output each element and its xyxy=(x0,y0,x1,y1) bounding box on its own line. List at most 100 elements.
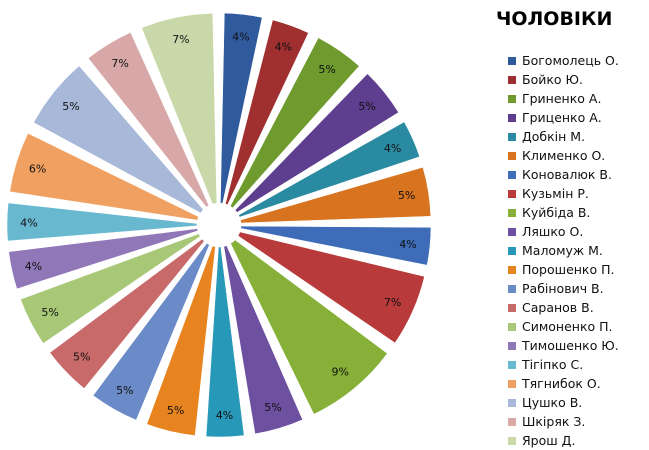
pie-slice xyxy=(49,238,205,389)
legend-label: Коновалюк В. xyxy=(522,167,612,182)
pie-data-label: 4% xyxy=(384,142,401,155)
legend-swatch xyxy=(508,114,516,122)
pie-data-label: 6% xyxy=(29,162,46,175)
legend-item: Маломуж М. xyxy=(508,241,619,260)
pie-slice xyxy=(220,12,263,204)
pie-data-label: 5% xyxy=(167,404,184,417)
pie-data-label: 4% xyxy=(275,40,292,53)
legend-item: Гриценко А. xyxy=(508,108,619,127)
legend-swatch xyxy=(508,209,516,217)
legend-label: Тігіпко С. xyxy=(522,357,584,372)
pie-slice xyxy=(237,231,425,344)
legend-label: Клименко О. xyxy=(522,148,606,163)
pie-data-label: 5% xyxy=(318,63,335,76)
legend-label: Гриценко А. xyxy=(522,110,602,125)
legend-item: Богомолець О. xyxy=(508,51,619,70)
legend-label: Цушко В. xyxy=(522,395,583,410)
legend-label: Тимошенко Ю. xyxy=(522,338,619,353)
legend-label: Бойко Ю. xyxy=(522,72,583,87)
chart-legend: Богомолець О. Бойко Ю. Гриненко А. Гриценко… xyxy=(508,51,619,450)
legend-label: Саранов В. xyxy=(522,300,594,315)
pie-slices xyxy=(6,12,432,438)
pie-data-label: 9% xyxy=(331,365,348,378)
pie-slice xyxy=(6,202,198,242)
pie-slice xyxy=(33,65,204,214)
legend-swatch xyxy=(508,171,516,179)
legend-item: Тігіпко С. xyxy=(508,355,619,374)
legend-swatch xyxy=(508,285,516,293)
legend-item: Ляшко О. xyxy=(508,222,619,241)
pie-data-label: 4% xyxy=(399,238,416,251)
pie-slice xyxy=(205,246,245,438)
legend-swatch xyxy=(508,228,516,236)
legend-label: Куйбіда В. xyxy=(522,205,591,220)
legend-swatch xyxy=(508,342,516,350)
legend-item: Шкіряк З. xyxy=(508,412,619,431)
pie-slice xyxy=(92,242,210,421)
legend-swatch xyxy=(508,247,516,255)
pie-slice xyxy=(9,132,200,221)
pie-data-label: 5% xyxy=(41,306,58,319)
legend-swatch xyxy=(508,152,516,160)
legend-swatch xyxy=(508,399,516,407)
pie-data-label: 5% xyxy=(358,100,375,113)
legend-swatch xyxy=(508,266,516,274)
chart-title: ЧОЛОВІКИ xyxy=(496,8,613,30)
legend-label: Шкіряк З. xyxy=(522,414,586,429)
legend-item: Добкін М. xyxy=(508,127,619,146)
legend-item: Ярош Д. xyxy=(508,431,619,450)
pie-slice xyxy=(240,166,432,224)
pie-slice xyxy=(141,12,218,205)
pie-data-label: 7% xyxy=(384,296,401,309)
pie-slice xyxy=(8,228,199,290)
pie-data-label: 4% xyxy=(232,30,249,43)
pie-slice xyxy=(230,239,388,415)
legend-swatch xyxy=(508,57,516,65)
legend-item: Симоненко П. xyxy=(508,317,619,336)
legend-label: Гриненко А. xyxy=(522,91,602,106)
pie-slice xyxy=(238,121,420,218)
legend-item: Гриненко А. xyxy=(508,89,619,108)
legend-swatch xyxy=(508,95,516,103)
legend-item: Коновалюк В. xyxy=(508,165,619,184)
pie-data-label: 5% xyxy=(62,100,79,113)
legend-label: Симоненко П. xyxy=(522,319,613,334)
legend-item: Тягнибок О. xyxy=(508,374,619,393)
pie-data-label: 4% xyxy=(25,260,42,273)
pie-slice xyxy=(225,19,309,206)
pie-slice xyxy=(146,245,216,436)
legend-label: Порошенко П. xyxy=(522,262,615,277)
legend-item: Цушко В. xyxy=(508,393,619,412)
legend-swatch xyxy=(508,437,516,445)
legend-label: Ляшко О. xyxy=(522,224,584,239)
legend-swatch xyxy=(508,76,516,84)
legend-label: Добкін М. xyxy=(522,129,586,144)
pie-slice xyxy=(234,73,399,213)
legend-item: Куйбіда В. xyxy=(508,203,619,222)
pie-data-label: 7% xyxy=(111,57,128,70)
legend-label: Рабінович В. xyxy=(522,281,604,296)
pie-data-label: 5% xyxy=(116,384,133,397)
legend-item: Рабінович В. xyxy=(508,279,619,298)
legend-item: Саранов В. xyxy=(508,298,619,317)
pie-data-label: 4% xyxy=(216,409,233,422)
pie-slice xyxy=(87,32,210,208)
legend-item: Тимошенко Ю. xyxy=(508,336,619,355)
pie-slice xyxy=(223,245,303,435)
legend-swatch xyxy=(508,380,516,388)
legend-label: Кузьмін Р. xyxy=(522,186,589,201)
pie-slice xyxy=(20,233,201,344)
pie-slice xyxy=(229,37,360,209)
legend-item: Кузьмін Р. xyxy=(508,184,619,203)
legend-item: Порошенко П. xyxy=(508,260,619,279)
legend-swatch xyxy=(508,190,516,198)
legend-label: Тягнибок О. xyxy=(522,376,601,391)
pie-data-label: 5% xyxy=(398,189,415,202)
legend-swatch xyxy=(508,133,516,141)
legend-label: Богомолець О. xyxy=(522,53,619,68)
pie-data-labels: 4% 4% 5% 5% 4% 5% 4% 7% 9% 5% 4% 5% 5% 5% 5% 4% 4% 6% 5% 7%… xyxy=(20,30,416,422)
legend-item: Бойко Ю. xyxy=(508,70,619,89)
pie-data-label: 7% xyxy=(172,33,189,46)
pie-slice xyxy=(240,225,432,266)
